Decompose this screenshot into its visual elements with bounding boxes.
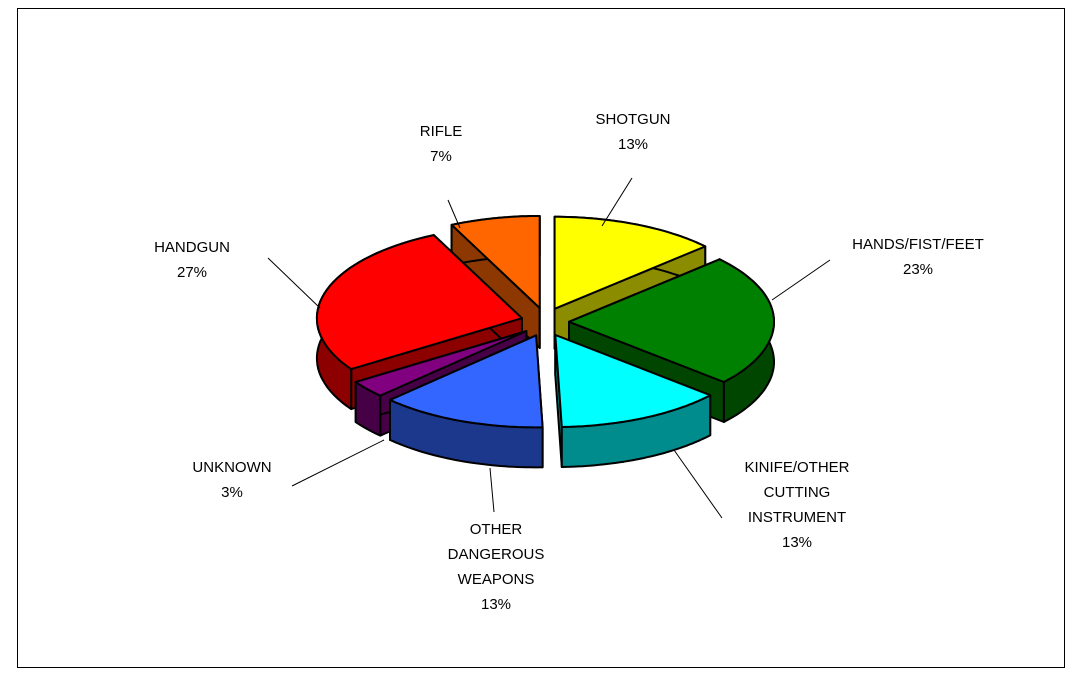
leader-line: [489, 467, 495, 513]
slice: [568, 258, 775, 383]
leader-line: [267, 257, 321, 309]
category-label: SHOTGUN: [595, 111, 671, 128]
category-label: KINIFE/OTHER CUTTING INSTRUMENT: [744, 459, 850, 526]
value-label: 23%: [902, 261, 934, 278]
slice: [315, 234, 523, 371]
slice-label: OTHER DANGEROUS WEAPONS 13%: [421, 517, 571, 617]
category-label: UNKNOWN: [192, 459, 272, 476]
category-label: HANDGUN: [154, 239, 230, 256]
slice-label: KINIFE/OTHER CUTTING INSTRUMENT 13%: [732, 455, 862, 555]
value-label: 3%: [221, 484, 243, 501]
slice-label: SHOTGUN 13%: [563, 107, 703, 157]
slice: [450, 215, 541, 309]
slice: [389, 334, 544, 429]
slice-label: RIFLE 7%: [396, 119, 486, 169]
value-label: 7%: [430, 148, 452, 165]
slice: [554, 334, 712, 428]
category-label: RIFLE: [419, 123, 463, 140]
slice-label: UNKNOWN 3%: [172, 455, 292, 505]
category-label: HANDS/FIST/FEET: [852, 236, 984, 253]
leader-line: [291, 439, 385, 487]
leader-line: [447, 199, 461, 229]
chart-frame: [17, 8, 1065, 668]
value-label: 13%: [617, 136, 649, 153]
slice-label: HANDGUN 27%: [132, 235, 252, 285]
value-label: 13%: [781, 534, 813, 551]
slice: [354, 330, 528, 397]
leader-line: [771, 259, 831, 301]
category-label: OTHER DANGEROUS WEAPONS: [447, 521, 545, 588]
value-label: 27%: [176, 264, 208, 281]
slice-label: HANDS/FIST/FEET 23%: [823, 232, 1013, 282]
leader-line: [601, 177, 633, 227]
slice: [553, 215, 707, 310]
leader-line: [673, 449, 723, 519]
value-label: 13%: [480, 596, 512, 613]
